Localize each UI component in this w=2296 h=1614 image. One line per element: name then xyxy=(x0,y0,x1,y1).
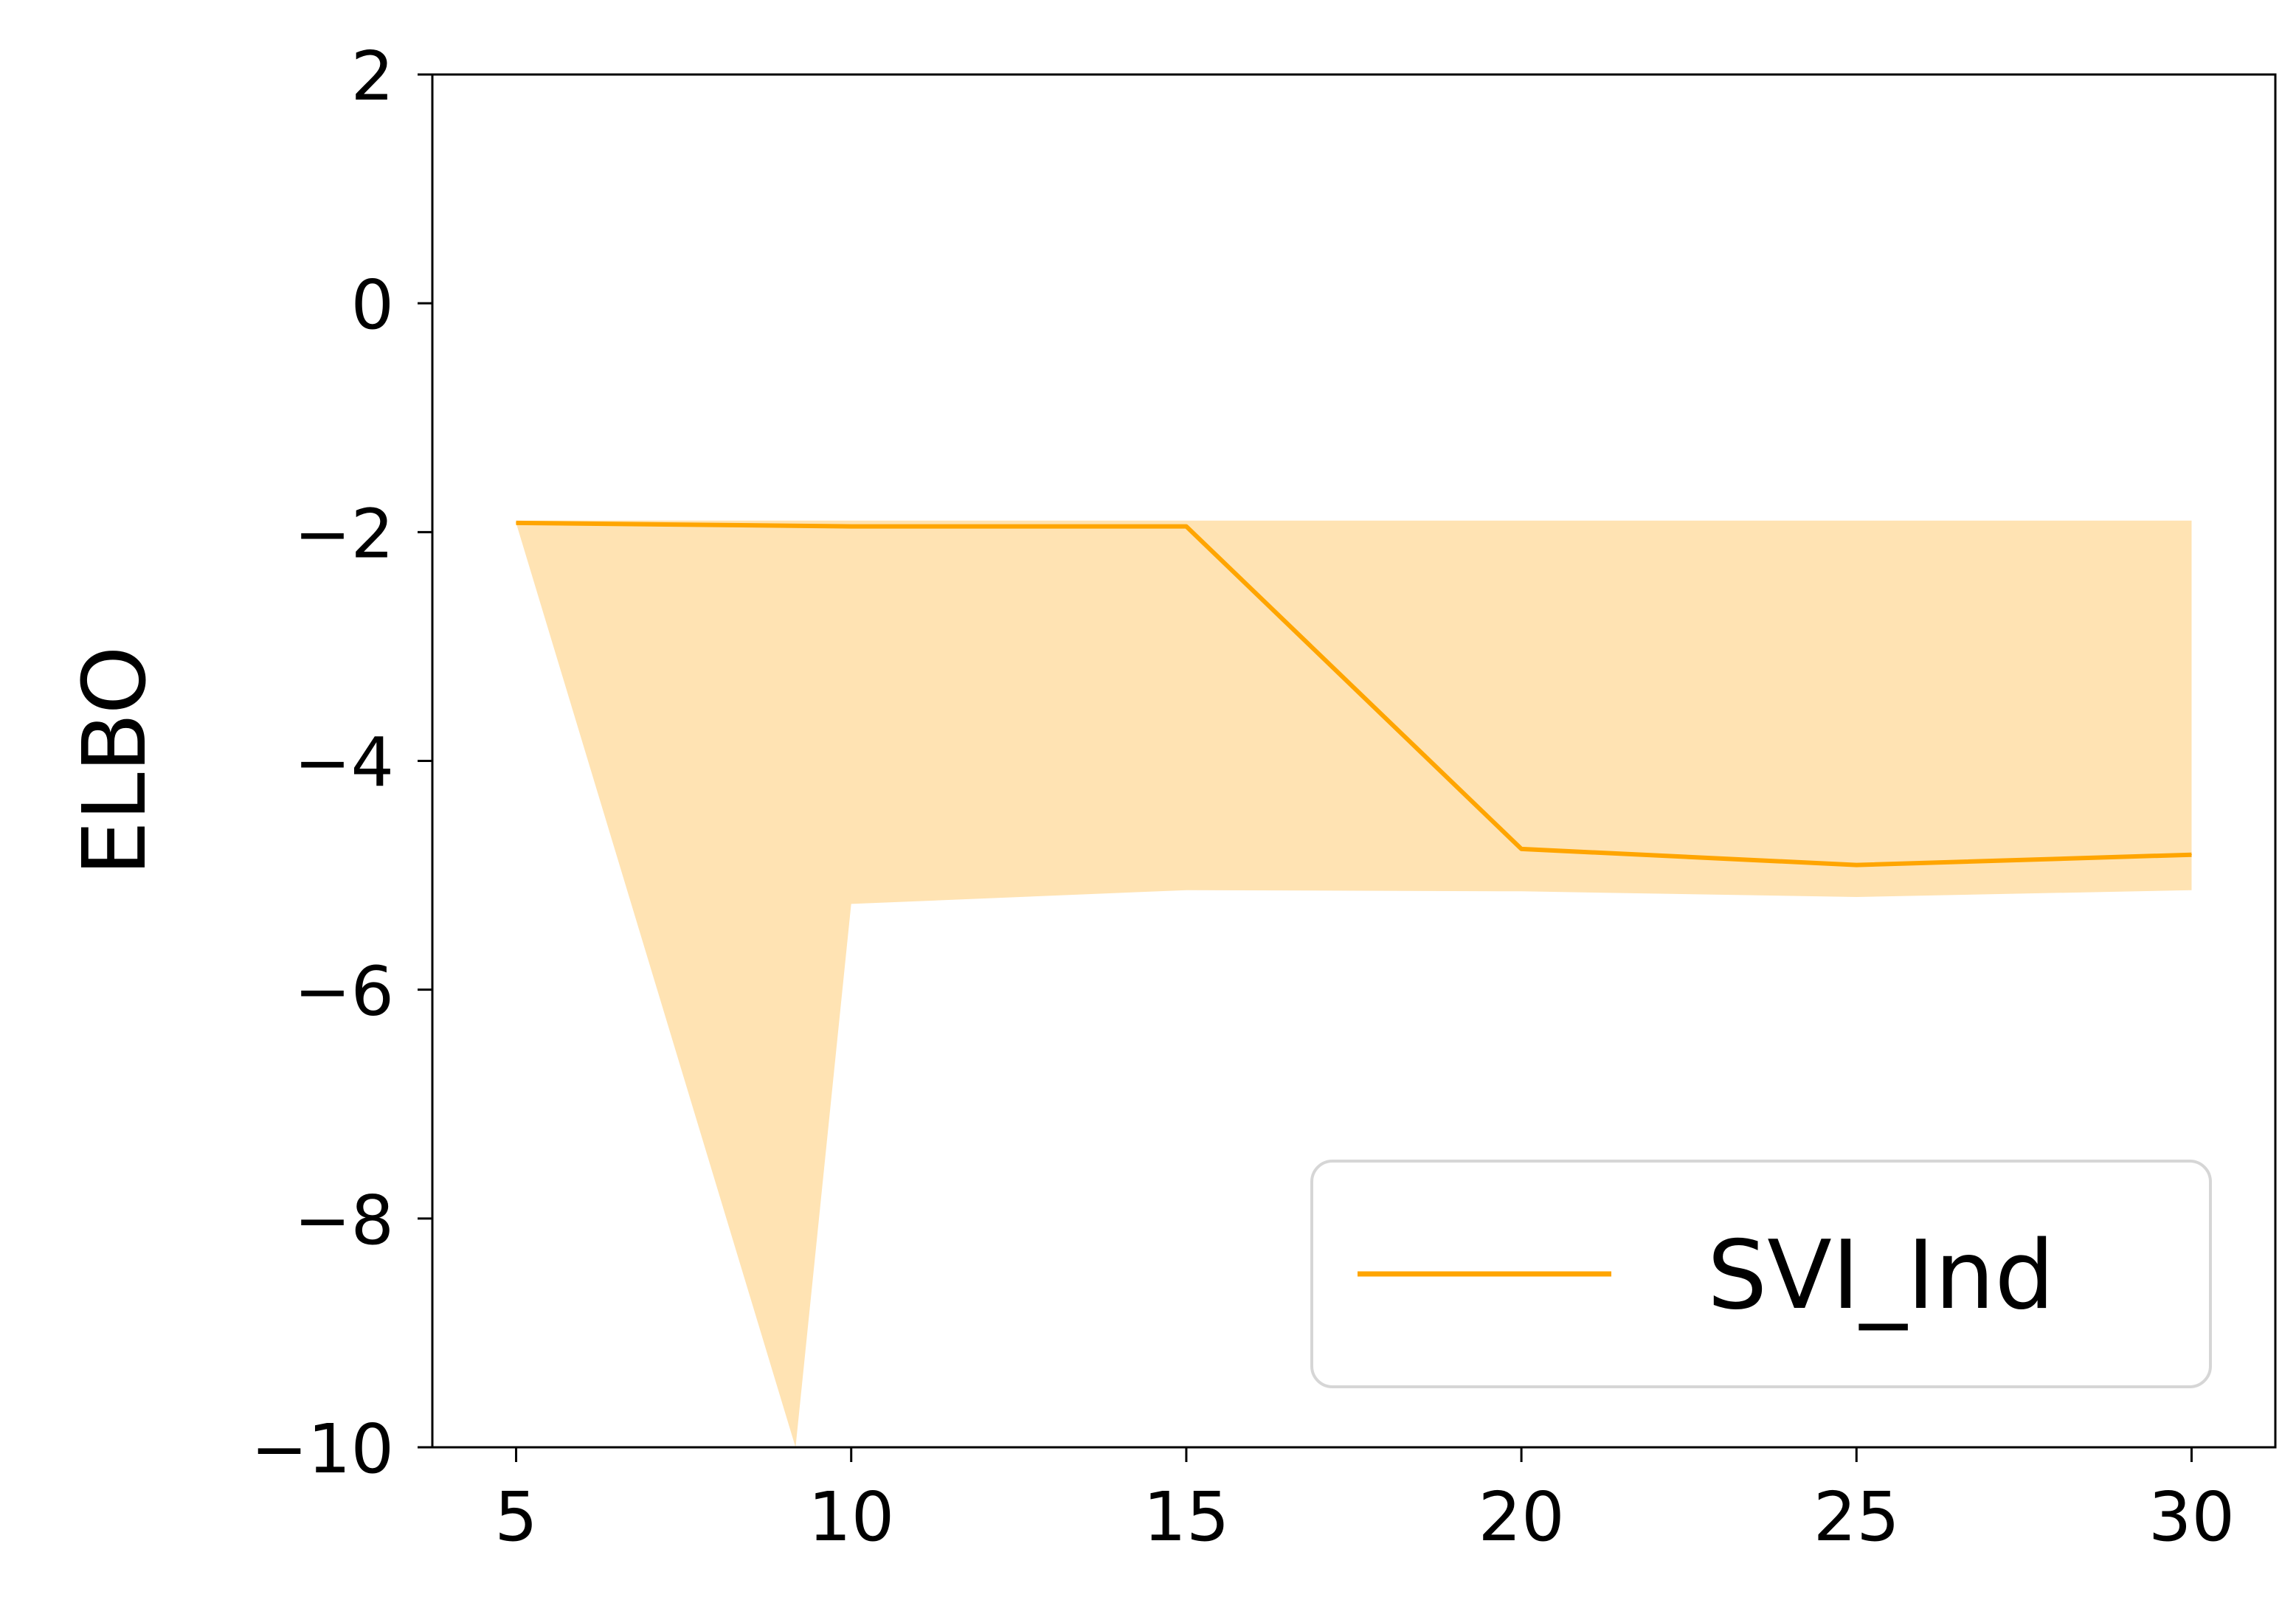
x-tick-label: 30 xyxy=(2148,1478,2235,1556)
y-tick-label: −2 xyxy=(294,494,394,573)
x-axis-ticks: 5 10 15 20 25 30 xyxy=(494,1447,2235,1556)
x-tick-label: 5 xyxy=(494,1478,538,1556)
data-point-0-3 xyxy=(1521,848,1522,850)
y-tick-label: −10 xyxy=(251,1410,394,1489)
legend: SVI_Ind xyxy=(1310,1160,2212,1388)
x-tick-label: 20 xyxy=(1479,1478,1565,1556)
series-line-layer xyxy=(516,520,2192,867)
y-tick-label: −4 xyxy=(294,724,394,803)
legend-box xyxy=(1310,1160,2212,1388)
series-band-0 xyxy=(516,520,2192,1447)
legend-label-0: SVI_Ind xyxy=(1707,1221,2055,1331)
data-point-0-5 xyxy=(2190,854,2192,856)
confidence-band-layer xyxy=(516,520,2192,1447)
series-line-0 xyxy=(516,520,2192,867)
y-tick-label: 2 xyxy=(350,37,394,116)
y-tick-label: 0 xyxy=(350,266,394,344)
x-tick-label: 10 xyxy=(808,1478,894,1556)
y-tick-label: −6 xyxy=(294,952,394,1031)
y-tick-label: −8 xyxy=(294,1181,394,1260)
x-tick-label: 25 xyxy=(1813,1478,1900,1556)
y-axis-ticks: 2 0 −2 −4 −6 −8 −10 xyxy=(251,37,432,1489)
y-axis-label: ELBO xyxy=(63,645,165,876)
x-tick-label: 15 xyxy=(1143,1478,1229,1556)
axis-labels: ELBO xyxy=(63,645,165,876)
